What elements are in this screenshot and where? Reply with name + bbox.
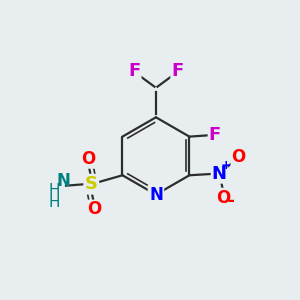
Text: F: F xyxy=(128,61,141,80)
Text: H: H xyxy=(48,194,60,209)
Text: N: N xyxy=(149,186,163,204)
Text: F: F xyxy=(208,126,221,144)
Text: O: O xyxy=(87,200,101,218)
Text: S: S xyxy=(85,175,98,193)
Text: N: N xyxy=(212,165,226,183)
Text: H: H xyxy=(48,183,60,198)
Text: O: O xyxy=(81,150,95,168)
Text: F: F xyxy=(171,61,184,80)
Text: N: N xyxy=(56,172,70,190)
Text: -: - xyxy=(228,191,235,209)
Text: +: + xyxy=(220,159,231,172)
Text: O: O xyxy=(231,148,246,166)
Text: O: O xyxy=(217,189,231,207)
